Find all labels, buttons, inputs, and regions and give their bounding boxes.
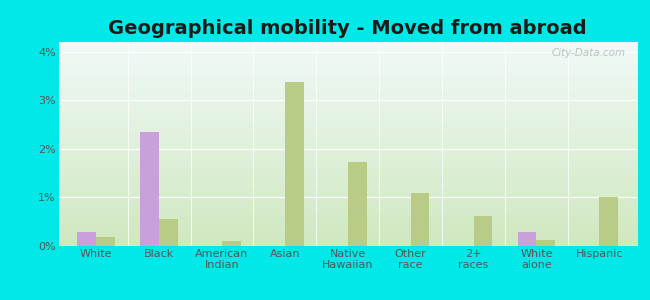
Bar bbox=[222, 241, 241, 246]
Bar bbox=[599, 197, 618, 246]
Bar bbox=[536, 240, 555, 246]
Bar bbox=[473, 216, 493, 246]
Bar bbox=[159, 219, 178, 246]
Bar bbox=[77, 232, 96, 246]
Bar bbox=[96, 237, 115, 246]
Bar bbox=[517, 232, 536, 246]
Title: Geographical mobility - Moved from abroad: Geographical mobility - Moved from abroa… bbox=[109, 19, 587, 38]
Bar bbox=[140, 132, 159, 246]
Bar bbox=[285, 82, 304, 246]
Bar bbox=[411, 193, 430, 246]
Bar bbox=[348, 163, 367, 246]
Text: City-Data.com: City-Data.com bbox=[551, 48, 625, 58]
